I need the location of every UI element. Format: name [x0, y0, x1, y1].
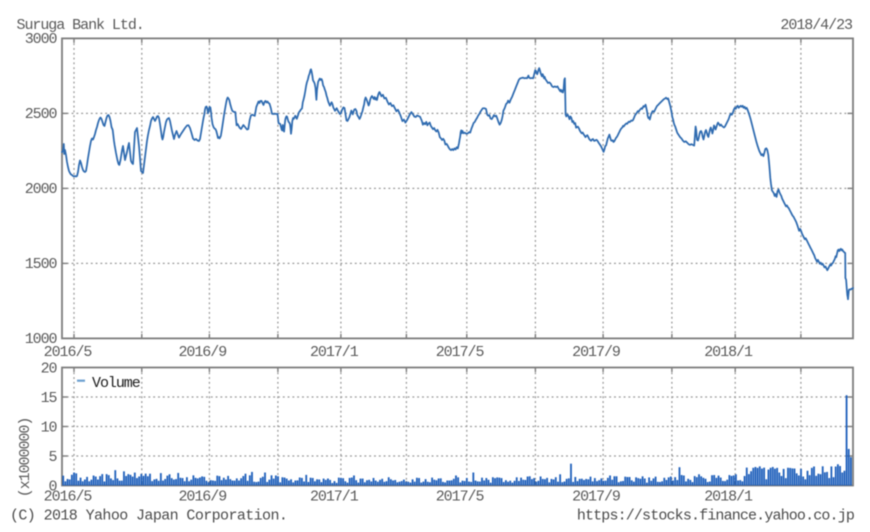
- svg-text:3000: 3000: [25, 31, 58, 48]
- svg-text:Suruga Bank Ltd.: Suruga Bank Ltd.: [17, 17, 144, 34]
- svg-text:1500: 1500: [25, 256, 58, 273]
- svg-text:0: 0: [49, 478, 58, 495]
- svg-text:10: 10: [41, 419, 58, 436]
- svg-text:15: 15: [41, 390, 58, 407]
- svg-text:2000: 2000: [25, 181, 58, 198]
- svg-text:2017/1: 2017/1: [310, 344, 359, 361]
- svg-text:2017/5: 2017/5: [436, 488, 485, 505]
- svg-text:2018/4/23: 2018/4/23: [780, 17, 853, 34]
- svg-text:2017/9: 2017/9: [572, 488, 620, 505]
- svg-text:2018/1: 2018/1: [704, 344, 753, 361]
- svg-text:2016/9: 2016/9: [178, 344, 226, 361]
- svg-text:5: 5: [49, 449, 58, 466]
- svg-text:https://stocks.finance.yahoo.c: https://stocks.finance.yahoo.co.jp: [577, 508, 854, 525]
- svg-text:2017/1: 2017/1: [310, 488, 359, 505]
- svg-text:2017/9: 2017/9: [572, 344, 620, 361]
- svg-text:2016/5: 2016/5: [44, 488, 93, 505]
- svg-text:2018/1: 2018/1: [704, 488, 753, 505]
- svg-text:(x1000000): (x1000000): [17, 418, 34, 498]
- svg-text:Volume: Volume: [92, 375, 141, 392]
- svg-text:(C) 2018 Yahoo Japan Corporati: (C) 2018 Yahoo Japan Corporation.: [10, 508, 287, 525]
- svg-text:2500: 2500: [25, 106, 58, 123]
- svg-text:20: 20: [41, 360, 58, 377]
- svg-text:2016/5: 2016/5: [44, 344, 93, 361]
- svg-text:2016/9: 2016/9: [178, 488, 226, 505]
- svg-text:2017/5: 2017/5: [436, 344, 485, 361]
- svg-text:1000: 1000: [25, 331, 58, 348]
